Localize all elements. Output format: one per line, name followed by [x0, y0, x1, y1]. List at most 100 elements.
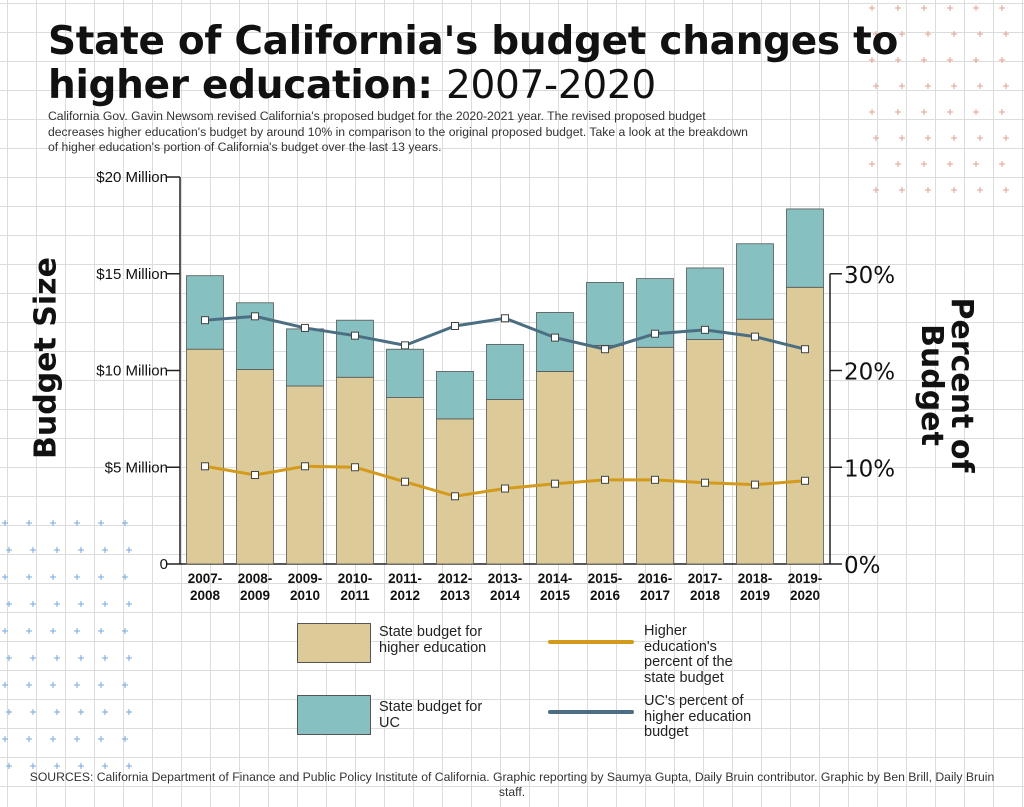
x-tick-label: 2011- [388, 571, 422, 586]
bar-uc-budget [736, 243, 774, 320]
plus-mark [921, 109, 927, 115]
highered-percent-point [601, 475, 609, 484]
plus-mark [26, 682, 32, 688]
plus-mark [925, 187, 931, 193]
x-tick-label: 2019- [788, 571, 823, 586]
plus-mark [74, 736, 80, 742]
plus-mark [973, 57, 979, 63]
plus-mark [50, 736, 56, 742]
plus-mark [126, 763, 132, 769]
x-tick-label: 2014- [538, 571, 573, 586]
plus-mark [1003, 135, 1009, 141]
bar-uc-budget [186, 275, 224, 350]
plus-mark [951, 135, 957, 141]
plus-mark [951, 83, 957, 89]
plus-mark [895, 5, 901, 11]
x-tick-label: 2011 [340, 588, 370, 603]
plus-mark [973, 5, 979, 11]
plus-mark [899, 135, 905, 141]
plus-mark [973, 109, 979, 115]
plus-mark [1003, 31, 1009, 37]
plus-mark [2, 574, 8, 580]
bar-state-budget [486, 399, 524, 565]
plus-mark [122, 736, 128, 742]
plus-mark [869, 57, 875, 63]
uc-percent-point [751, 332, 759, 341]
budget-chart: 0 $5 Million $10 Million $15 Million $20 Mil… [96, 169, 895, 603]
x-tick-label: 2013- [488, 571, 523, 586]
bar-uc-budget [286, 328, 324, 387]
plus-mark [122, 520, 128, 526]
title-years: 2007-2020 [446, 63, 656, 108]
plus-mark [973, 161, 979, 167]
bar-state-budget [286, 385, 324, 565]
decorative-plus-pattern-bottom-left [2, 520, 132, 769]
plus-mark [899, 31, 905, 37]
plus-mark [74, 682, 80, 688]
legend-label-state: State budget for higher education [379, 624, 487, 656]
right-tick-label: 10% [844, 456, 895, 482]
left-tick-label: $5 Million [105, 459, 168, 476]
plus-mark [925, 83, 931, 89]
uc-percent-point [301, 323, 309, 332]
plus-mark [126, 601, 132, 607]
plus-mark [977, 187, 983, 193]
legend-label-highered-percent: Higher education's percent of the state … [644, 623, 733, 686]
plus-mark [98, 682, 104, 688]
left-tick-label: $10 Million [96, 363, 168, 380]
plus-mark [869, 109, 875, 115]
legend-swatch-state [297, 623, 371, 663]
plus-mark [921, 161, 927, 167]
x-tick-label: 2009 [240, 588, 270, 603]
left-tick-label: $20 Million [96, 169, 168, 186]
plus-mark [54, 709, 60, 715]
uc-percent-point [501, 314, 509, 323]
plus-mark [78, 709, 84, 715]
legend-line-highered-percent [548, 640, 634, 644]
x-tick-label: 2015- [588, 571, 623, 586]
plus-mark [873, 135, 879, 141]
uc-percent-point [551, 333, 559, 342]
x-tick-label: 2008 [190, 588, 221, 603]
plus-mark [26, 520, 32, 526]
plus-mark [977, 135, 983, 141]
x-tick-label: 2012- [438, 571, 473, 586]
plus-mark [999, 161, 1005, 167]
plus-mark [54, 601, 60, 607]
title-main: State of California's budget changes to … [48, 19, 898, 108]
plus-mark [26, 628, 32, 634]
plus-mark [54, 547, 60, 553]
x-tick-label: 2014 [490, 588, 521, 603]
plus-mark [2, 682, 8, 688]
left-tick-label: $15 Million [96, 266, 168, 283]
plus-mark [999, 109, 1005, 115]
uc-percent-point [201, 316, 209, 325]
bar-state-budget [686, 339, 724, 565]
x-tick-label: 2007- [188, 571, 223, 586]
plus-mark [102, 709, 108, 715]
bar-state-budget [536, 371, 574, 565]
plus-mark [30, 655, 36, 661]
plus-mark [899, 187, 905, 193]
x-tick-label: 2010- [338, 571, 373, 586]
legend-line-uc-percent [548, 710, 634, 714]
plus-mark [899, 83, 905, 89]
highered-percent-point [751, 480, 759, 489]
plus-mark [78, 547, 84, 553]
bar-uc-budget [386, 348, 424, 398]
bar-state-budget [236, 369, 274, 565]
plus-mark [74, 520, 80, 526]
plus-mark [102, 601, 108, 607]
plus-mark [26, 574, 32, 580]
plus-mark [895, 161, 901, 167]
plus-mark [1003, 187, 1009, 193]
uc-percent-point [701, 325, 709, 334]
bar-uc-budget [586, 282, 624, 346]
highered-percent-point [651, 475, 659, 484]
plus-mark [6, 601, 12, 607]
highered-percent-point [551, 479, 559, 488]
highered-percent-point [401, 477, 409, 486]
bar-state-budget [636, 346, 674, 565]
plus-mark [78, 763, 84, 769]
plus-mark [30, 709, 36, 715]
